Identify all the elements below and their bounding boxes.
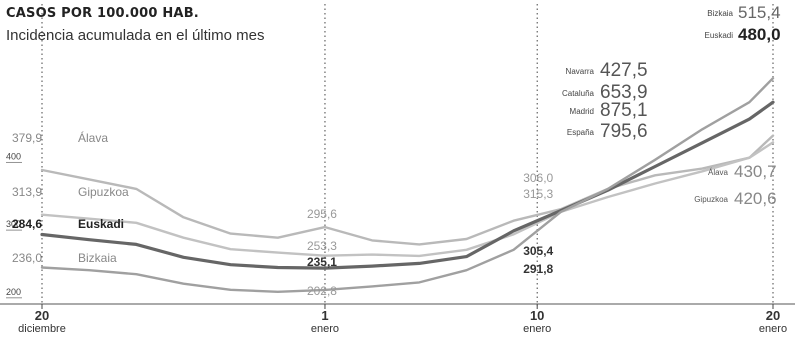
legend-block-value: 653,9 <box>600 82 648 103</box>
x-tick-label: 1 <box>321 308 328 323</box>
mid-value-label: 305,4 <box>523 244 553 258</box>
legend-top-name: Bizkaia <box>707 9 733 18</box>
series-line-0 <box>40 134 775 246</box>
legend-right-value: 430,7 <box>734 162 777 181</box>
mid-value-label: 202,8 <box>307 284 337 298</box>
legend-block-name: Navarra <box>566 67 595 76</box>
start-name-label: Gipuzkoa <box>78 185 129 199</box>
x-tick-label: 20 <box>35 308 49 323</box>
mid-value-label: 291,8 <box>523 262 553 276</box>
legend-top-value: 515,4 <box>738 3 781 22</box>
start-value-label: 284,6 <box>12 217 42 231</box>
legend-block-value: 427,5 <box>600 60 648 81</box>
start-value-label: 236,0 <box>12 251 42 265</box>
legend-right-name: Gipuzkoa <box>694 195 728 204</box>
series-line-1 <box>40 141 775 258</box>
legend-block-value: 795,6 <box>600 121 648 142</box>
start-name-label: Bizkaia <box>78 251 117 265</box>
x-tick-label: 20 <box>766 308 780 323</box>
legend-right-value: 420,6 <box>734 189 777 208</box>
legend-block-name: Cataluña <box>562 89 595 98</box>
mid-value-label: 235,1 <box>307 255 337 269</box>
start-name-label: Euskadi <box>78 217 124 231</box>
legend-top-name: Euskadi <box>705 31 734 40</box>
chart-title: CASOS POR 100.000 HAB. <box>6 6 199 21</box>
mid-value-label: 306,0 <box>523 171 553 185</box>
legend-block-name: España <box>567 128 595 137</box>
series-line-3 <box>40 77 775 293</box>
legend-right-name: Álava <box>708 168 729 177</box>
legend-top-value: 480,0 <box>738 25 781 44</box>
y-tick-label: 200 <box>6 287 21 297</box>
x-tick-label: 10 <box>530 308 544 323</box>
mid-value-label: 315,3 <box>523 187 553 201</box>
x-tick-sublabel: diciembre <box>18 323 66 335</box>
x-tick-sublabel: enero <box>759 323 787 335</box>
legend-block-name: Madrid <box>570 107 594 116</box>
start-value-label: 379,9 <box>12 131 42 145</box>
mid-value-label: 253,3 <box>307 239 337 253</box>
start-name-label: Álava <box>78 130 108 145</box>
chart-subtitle: Incidencia acumulada en el último mes <box>6 27 265 44</box>
y-tick-label: 400 <box>6 151 21 161</box>
series-line-2 <box>40 100 775 270</box>
y-tick-label: 300 <box>6 219 21 229</box>
start-value-label: 313,9 <box>12 185 42 199</box>
x-tick-sublabel: enero <box>311 323 339 335</box>
mid-value-label: 295,6 <box>307 207 337 221</box>
legend-block-value: 875,1 <box>600 100 648 121</box>
x-tick-sublabel: enero <box>523 323 551 335</box>
